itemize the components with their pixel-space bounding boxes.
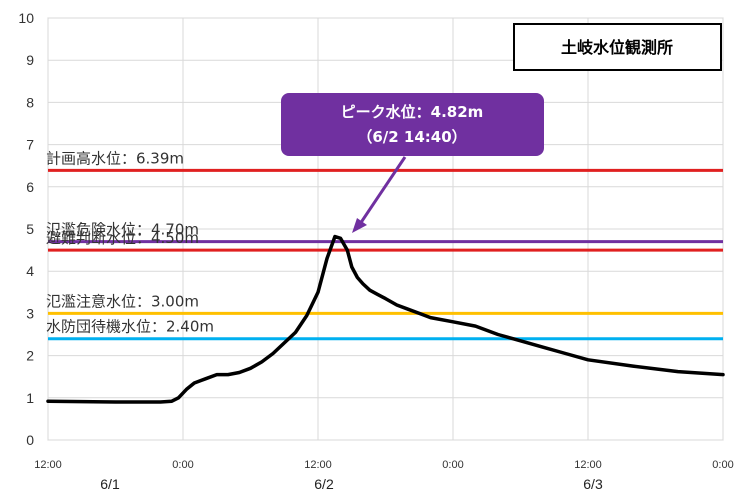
y-tick-label: 5 [26,221,34,237]
date-label: 6/1 [100,476,120,492]
x-axis-ticks: 12:00 0:00 12:00 0:00 12:00 0:00 [34,459,733,471]
y-axis-ticks: 0 1 2 3 4 5 6 7 8 9 10 [18,10,34,448]
threshold-label: 氾濫注意水位：3.00m [46,292,199,310]
y-tick-label: 7 [26,137,34,153]
series-layer [46,234,725,404]
x-tick-label: 0:00 [172,459,193,471]
y-tick-label: 2 [26,348,34,364]
date-label: 6/3 [583,476,603,492]
y-tick-label: 1 [26,390,34,406]
peak-annotation: ピーク水位：4.82m （6/2 14:40） [281,93,544,233]
chart-title-box: 土岐水位観測所 [513,23,722,71]
peak-annotation-line2: （6/2 14:40） [357,128,466,146]
x-tick-label: 12:00 [34,459,62,471]
y-tick-label: 4 [26,263,34,279]
peak-annotation-box [281,93,544,156]
threshold-label: 氾濫危険水位：4.70m [46,221,199,239]
y-tick-label: 6 [26,179,34,195]
y-tick-label: 0 [26,432,34,448]
peak-arrow-head [352,218,367,233]
x-tick-label: 0:00 [712,459,733,471]
threshold-label: 計画高水位：6.39m [46,149,184,167]
chart-title: 土岐水位観測所 [561,38,673,57]
y-tick-label: 3 [26,305,34,321]
y-tick-label: 8 [26,94,34,110]
x-tick-label: 12:00 [574,459,602,471]
date-labels: 6/1 6/2 6/3 [100,476,603,492]
chart-title-frame [513,23,722,71]
peak-annotation-line1: ピーク水位：4.82m [341,103,484,121]
water-level-line [46,234,725,404]
threshold-label: 水防団待機水位：2.40m [46,318,214,336]
y-tick-label: 9 [26,52,34,68]
date-label: 6/2 [314,476,334,492]
threshold-label: 避難判断水位：4.50m [46,229,199,247]
peak-arrow-line [358,156,407,225]
y-tick-label: 10 [18,10,34,26]
x-tick-label: 12:00 [304,459,332,471]
x-tick-label: 0:00 [442,459,463,471]
